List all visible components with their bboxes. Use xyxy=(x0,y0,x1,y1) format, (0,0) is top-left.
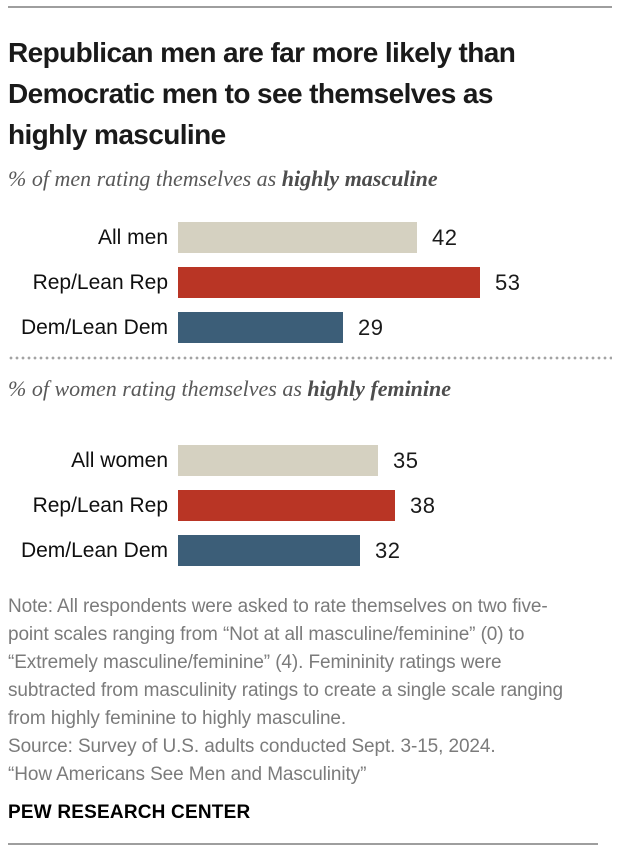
bar-row: All women 35 xyxy=(8,445,612,476)
page-title-line: Republican men are far more likely than xyxy=(8,37,516,68)
report-title-line: “How Americans See Men and Masculinity” xyxy=(8,764,367,785)
chart-card: Republican men are far more likely than … xyxy=(0,6,620,852)
note-line: subtracted from masculinity ratings to c… xyxy=(8,680,564,701)
note-text: Note: All respondents were asked to rate… xyxy=(8,593,612,789)
bottom-rule xyxy=(8,843,598,845)
bar-label: Rep/Lean Rep xyxy=(32,493,168,517)
subtitle-prefix: % of women rating themselves as xyxy=(8,376,308,401)
men-bar-chart: All men 42 Rep/Lean Rep 53 Dem/Lean Dem 29 xyxy=(8,222,612,343)
bar-label: All men xyxy=(97,225,168,249)
bar xyxy=(178,490,395,521)
source-line: Source: Survey of U.S. adults conducted … xyxy=(8,736,496,757)
bar-label: Dem/Lean Dem xyxy=(20,538,168,562)
note-line: “Extremely masculine/feminine” (4). Femi… xyxy=(8,652,502,673)
bar-row: Dem/Lean Dem 32 xyxy=(8,535,612,566)
bar-value: 42 xyxy=(432,224,458,250)
bar-value: 29 xyxy=(358,314,384,340)
bar-value: 38 xyxy=(410,492,436,518)
bar xyxy=(178,267,480,298)
page-title-line: highly masculine xyxy=(8,119,226,150)
women-bar-chart: All women 35 Rep/Lean Rep 38 Dem/Lean Dem 32 xyxy=(8,445,612,566)
page-title: Republican men are far more likely than … xyxy=(8,32,612,155)
women-chart-subtitle: % of women rating themselves as highly f… xyxy=(8,376,612,402)
bar-row: All men 42 xyxy=(8,222,612,253)
dotted-divider xyxy=(8,356,612,360)
bar-value: 35 xyxy=(393,447,419,473)
pew-research-center-wordmark: PEW RESEARCH CENTER xyxy=(8,802,251,823)
note-line: point scales ranging from “Not at all ma… xyxy=(8,624,525,645)
subtitle-prefix: % of men rating themselves as xyxy=(8,166,282,191)
page-title-line: Democratic men to see themselves as xyxy=(8,78,493,109)
bar-row: Dem/Lean Dem 29 xyxy=(8,312,612,343)
bar-label: Dem/Lean Dem xyxy=(20,315,168,339)
bar-label: Rep/Lean Rep xyxy=(32,270,168,294)
subtitle-emphasis: highly masculine xyxy=(281,166,438,191)
note-line: Note: All respondents were asked to rate… xyxy=(8,596,548,617)
bar-value: 32 xyxy=(375,537,401,563)
top-rule xyxy=(8,6,612,8)
subtitle-emphasis: highly feminine xyxy=(307,376,452,401)
bar xyxy=(178,445,378,476)
bar xyxy=(178,312,343,343)
bar-label: All women xyxy=(71,448,168,472)
bar xyxy=(178,535,360,566)
bar-row: Rep/Lean Rep 38 xyxy=(8,490,612,521)
bar-row: Rep/Lean Rep 53 xyxy=(8,267,612,298)
bar-value: 53 xyxy=(495,269,521,295)
men-chart-subtitle: % of men rating themselves as highly mas… xyxy=(8,166,612,192)
bar xyxy=(178,222,417,253)
note-line: from highly feminine to highly masculine… xyxy=(8,708,347,729)
